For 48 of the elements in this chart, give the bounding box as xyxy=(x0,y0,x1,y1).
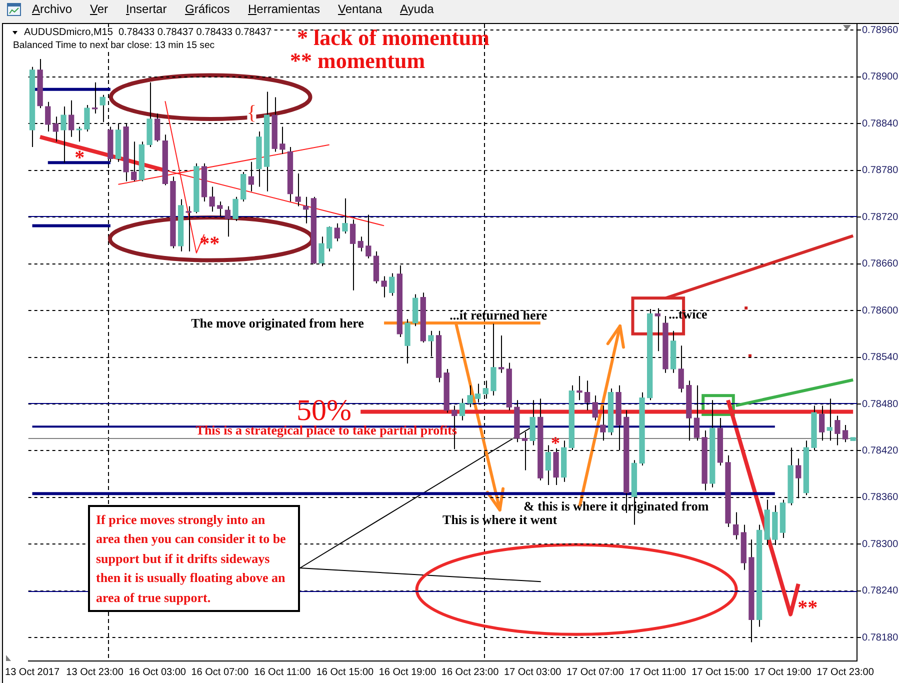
x-tick-label: 16 Oct 07:00 xyxy=(191,666,249,678)
x-tick-label: 17 Oct 23:00 xyxy=(816,666,874,678)
text: Gráficos xyxy=(185,2,230,16)
annotation: This is where it went xyxy=(442,512,558,527)
x-tick-label: 13 Oct 2017 xyxy=(5,666,60,678)
x-tick-label: 16 Oct 03:00 xyxy=(128,666,186,678)
annotation: ** xyxy=(798,597,818,620)
x-tick-label: 16 Oct 11:00 xyxy=(254,666,312,678)
y-tick-label: 0.78780 xyxy=(862,165,899,176)
x-tick-label: 17 Oct 11:00 xyxy=(629,666,686,678)
y-tick-label: 0.78360 xyxy=(862,492,899,504)
text: Ayuda xyxy=(400,2,434,16)
x-tick-label: 13 Oct 23:00 xyxy=(66,666,124,678)
y-tick-label: 0.78840 xyxy=(862,118,899,130)
x-tick-label: 17 Oct 07:00 xyxy=(566,666,624,678)
annotation: * xyxy=(551,433,560,454)
annotation: * lack of momentum xyxy=(297,25,490,50)
text: Balanced Time to next bar close: 13 min 15 sec xyxy=(13,40,215,51)
y-tick-label: 0.78600 xyxy=(862,305,899,316)
text: Insertar xyxy=(126,2,167,16)
text: Herramientas xyxy=(248,2,320,16)
x-tick-label: 17 Oct 19:00 xyxy=(754,666,812,678)
y-tick-label: 0.78660 xyxy=(862,258,899,270)
annotation: ** momentum xyxy=(290,48,426,73)
annotation: ** xyxy=(200,233,220,256)
y-tick-label: 0.78960 xyxy=(862,24,899,36)
annotation: * xyxy=(74,146,85,169)
text: Ventana xyxy=(338,2,382,16)
x-tick-label: 17 Oct 03:00 xyxy=(504,666,562,678)
y-tick-label: 0.78180 xyxy=(862,632,899,644)
x-tick-label: 16 Oct 23:00 xyxy=(441,666,500,678)
text: Ver xyxy=(90,2,108,16)
y-tick-label: 0.78480 xyxy=(862,398,899,410)
y-tick-label: 0.78420 xyxy=(862,445,899,456)
y-tick-label: 0.78720 xyxy=(862,212,899,223)
annotation: If price moves strongly into an area then you can consider it to be support but if it drifts sideways then it is usually floating above an area of true support. xyxy=(88,505,300,612)
annotation: The move originated from here xyxy=(191,315,364,330)
x-tick-label: 17 Oct 15:00 xyxy=(692,666,750,678)
annotation: { xyxy=(246,102,256,124)
text: Archivo xyxy=(32,2,72,16)
x-tick-label: 16 Oct 15:00 xyxy=(316,666,374,678)
x-tick-label: 16 Oct 19:00 xyxy=(378,666,437,678)
y-tick-label: 0.78240 xyxy=(862,586,899,597)
y-tick-label: 0.78900 xyxy=(862,72,899,83)
annotation: ...it returned here xyxy=(450,307,548,322)
y-tick-label: 0.78540 xyxy=(862,352,899,364)
y-tick-label: 0.78300 xyxy=(862,538,899,550)
chart-title: AUDUSDmicro,M15 0.78433 0.78437 0.78433 0.78437 xyxy=(24,27,272,38)
